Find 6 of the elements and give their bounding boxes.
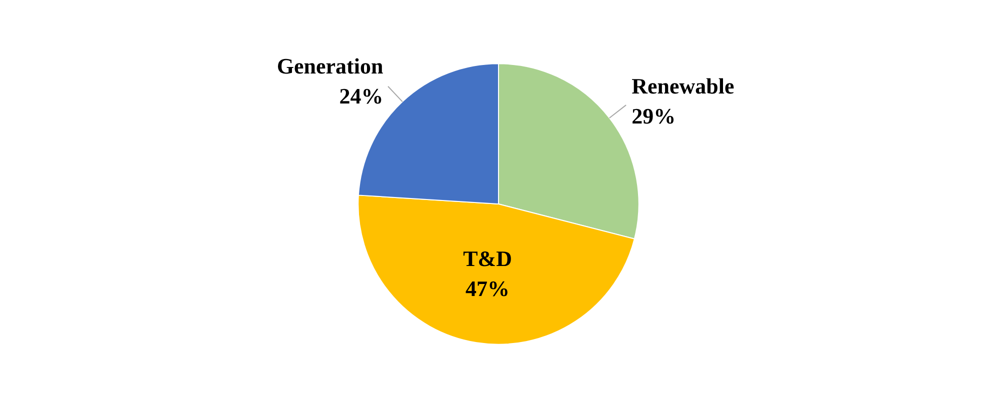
slice-label: Renewable: [632, 73, 734, 98]
data-label: 24%: [339, 84, 384, 109]
data-label: 29%: [632, 103, 676, 128]
slice-label: Generation: [276, 54, 384, 79]
slice-label: T&D: [463, 246, 512, 271]
data-label: 47%: [466, 276, 510, 301]
